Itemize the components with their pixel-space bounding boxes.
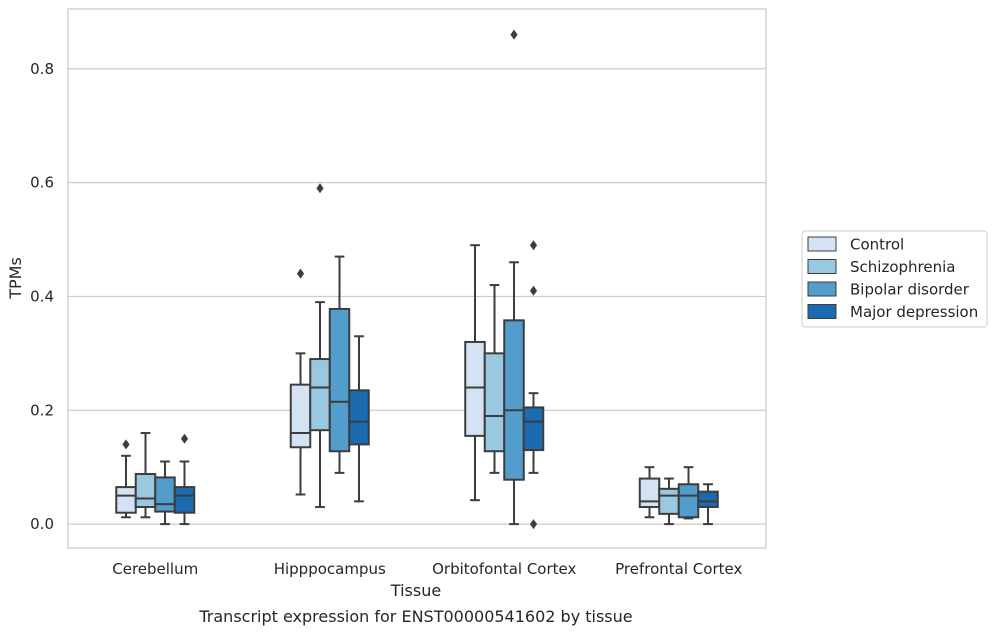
- legend-swatch: [807, 304, 837, 319]
- legend-label: Major depression: [850, 303, 978, 321]
- box-body: [658, 487, 680, 515]
- x-tick-label: Orbitofontal Cortex: [432, 560, 576, 578]
- legend-label: Schizophrenia: [850, 258, 955, 276]
- box-bipolar-disorder: [328, 255, 351, 474]
- y-tick-label: 0.4: [30, 287, 54, 305]
- x-tick-labels: Cerebellum Hipppocampus Orbitofontal Corte…: [112, 560, 742, 578]
- outlier-point: [529, 519, 538, 530]
- legend-label: Control: [850, 236, 904, 254]
- box-bipolar-disorder: [503, 29, 525, 526]
- outlier-point: [510, 29, 518, 40]
- box-major-depression: [522, 240, 545, 530]
- x-tick-label: Prefrontal Cortex: [615, 560, 742, 578]
- box-body: [697, 490, 719, 509]
- outlier-point: [529, 240, 538, 251]
- y-tick-label: 0.2: [30, 401, 54, 419]
- box-control: [289, 268, 312, 496]
- chart-caption: Transcript expression for ENST0000054160…: [198, 607, 632, 626]
- y-tick-label: 0.8: [30, 60, 54, 78]
- box-body: [503, 319, 525, 481]
- box-major-depression: [697, 483, 719, 526]
- plot-background: [68, 9, 766, 548]
- box-body: [289, 383, 312, 449]
- outlier-point: [180, 433, 189, 444]
- x-axis-label: Tissue: [390, 581, 441, 600]
- legend-swatch: [807, 236, 837, 252]
- box-body: [154, 476, 176, 513]
- outlier-point: [316, 183, 324, 194]
- box-control: [638, 466, 661, 519]
- box-bipolar-disorder: [154, 460, 176, 526]
- box-major-depression: [173, 433, 196, 526]
- outlier-point: [296, 268, 305, 279]
- legend: Control Schizophrenia Bipolar disorder Majo…: [801, 230, 988, 328]
- y-tick-label: 0.0: [30, 515, 54, 533]
- box-body: [677, 483, 700, 519]
- legend-swatch: [807, 259, 837, 274]
- x-tick-label: Hipppocampus: [274, 560, 386, 578]
- box-schizophrenia: [309, 183, 331, 509]
- legend-swatch: [807, 281, 837, 297]
- y-tick-labels: 0.0 0.2 0.4 0.6 0.8: [30, 60, 54, 533]
- box-body: [115, 486, 137, 514]
- box-body: [483, 352, 506, 453]
- box-body: [328, 307, 351, 453]
- outlier-point: [122, 439, 130, 450]
- box-body: [522, 406, 545, 452]
- y-axis-label: TPMs: [6, 257, 25, 300]
- box-body: [348, 389, 370, 446]
- box-body: [309, 358, 331, 432]
- box-bipolar-disorder: [677, 466, 700, 520]
- box-body: [638, 477, 661, 509]
- legend-frame: [801, 230, 988, 328]
- box-major-depression: [348, 335, 370, 503]
- grid-lines: [68, 68, 766, 525]
- box-body: [173, 486, 196, 514]
- box-body: [134, 473, 157, 509]
- x-tick-label: Cerebellum: [112, 560, 198, 578]
- box-groups: [115, 29, 719, 530]
- plot-frame: [67, 8, 767, 549]
- legend-label: Bipolar disorder: [850, 281, 970, 299]
- box-body: [464, 340, 486, 437]
- outlier-point: [529, 285, 538, 296]
- y-tick-label: 0.6: [30, 174, 54, 192]
